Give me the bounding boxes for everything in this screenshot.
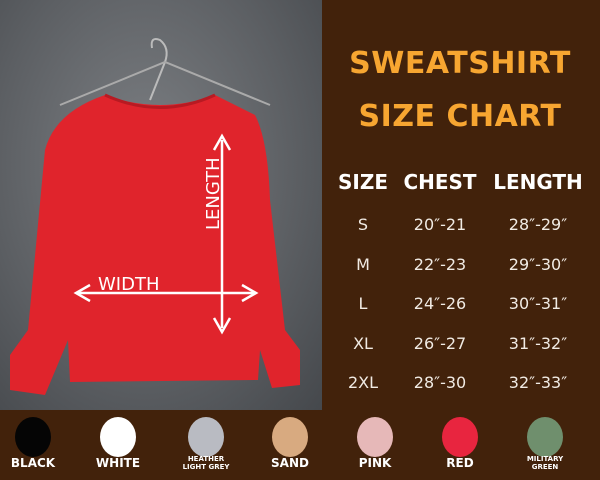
title-line-1: SWEATSHIRT [349, 46, 571, 81]
size-cell: 2XL [347, 373, 379, 392]
swatch-label: BLACK [10, 456, 56, 470]
header-size: SIZE [337, 170, 388, 194]
header-length: LENGTH [493, 170, 583, 194]
chest-cell: 28″-30 [413, 373, 467, 392]
swatch-sand[interactable] [272, 417, 308, 457]
size-cell: M [356, 255, 370, 274]
size-cell: XL [353, 334, 373, 353]
chest-cell: 22″-23 [413, 255, 467, 274]
title-line-2: SIZE CHART [358, 99, 562, 134]
swatch-label: SAND [271, 456, 309, 470]
length-label: LENGTH [203, 157, 224, 230]
swatch-white[interactable] [100, 417, 136, 457]
swatch-label: HEATHER LIGHT GREY [182, 455, 230, 471]
swatch-label: RED [446, 456, 474, 470]
swatch-black[interactable] [15, 417, 51, 457]
swatch-label: WHITE [95, 456, 141, 470]
length-cell: 28″-29″ [508, 215, 568, 234]
chest-cell: 24″-26 [413, 294, 467, 313]
length-cell: 29″-30″ [508, 255, 568, 274]
size-cell: L [358, 294, 368, 313]
swatch-heather-light-grey[interactable] [188, 417, 224, 457]
swatch-red[interactable] [442, 417, 478, 457]
product-photo: LENGTH WIDTH [0, 0, 322, 410]
length-cell: 30″-31″ [508, 294, 568, 313]
hanger-icon [149, 38, 168, 101]
swatch-military-green[interactable] [527, 417, 563, 457]
length-cell: 32″-33″ [508, 373, 568, 392]
hanger-bar [59, 60, 271, 106]
header-chest: CHEST [403, 170, 477, 194]
swatch-pink[interactable] [357, 417, 393, 457]
length-cell: 31″-32″ [508, 334, 568, 353]
swatch-label: PINK [358, 456, 392, 470]
chest-cell: 26″-27 [413, 334, 467, 353]
sweatshirt-body [10, 95, 300, 395]
swatch-label: MILITARY GREEN [526, 455, 564, 471]
chest-cell: 20″-21 [413, 215, 467, 234]
width-label: WIDTH [98, 274, 160, 295]
size-cell: S [357, 215, 369, 234]
